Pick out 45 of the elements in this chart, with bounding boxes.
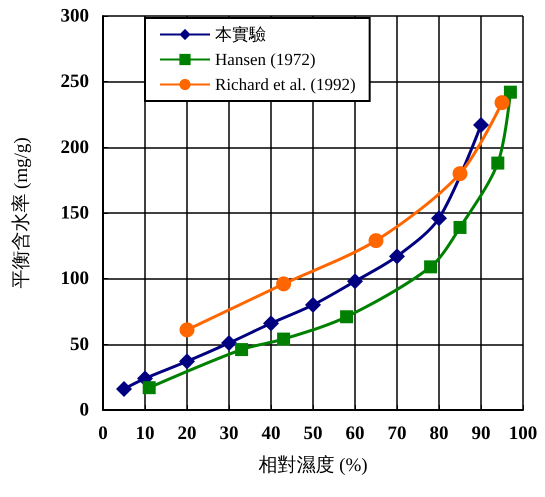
point — [494, 95, 510, 110]
y-tick-label: 250 — [60, 71, 89, 92]
y-tick-label: 0 — [80, 400, 89, 420]
point — [277, 332, 290, 346]
legend-label: 本實驗 — [215, 25, 266, 44]
point — [235, 343, 248, 356]
point — [504, 86, 517, 99]
y-tick-label: 300 — [60, 6, 89, 26]
x-tick-label: 30 — [220, 423, 238, 444]
point — [179, 353, 195, 370]
y-tick-label: 150 — [60, 202, 89, 224]
y-tick-label: 50 — [70, 334, 89, 355]
x-tick-label: 90 — [472, 423, 490, 444]
x-axis-title: 相對濕度 (%) — [258, 454, 368, 476]
point — [263, 315, 279, 332]
point — [424, 260, 438, 274]
point — [142, 381, 156, 394]
y-axis-title: 平衡含水率 (mg/g) — [10, 137, 32, 289]
point — [276, 276, 292, 292]
point — [221, 335, 237, 352]
legend-label: Hansen (1972) — [215, 50, 316, 69]
x-tick-label: 70 — [388, 423, 406, 444]
point — [491, 156, 504, 170]
x-tick-label: 0 — [98, 423, 108, 444]
legend-label: Richard et al. (1992) — [215, 75, 356, 94]
x-tick-label: 50 — [304, 423, 322, 444]
point — [454, 220, 466, 234]
point — [305, 296, 321, 313]
point — [389, 248, 405, 264]
point — [473, 117, 489, 134]
x-tick-label: 20 — [178, 423, 196, 444]
point — [347, 273, 363, 290]
point — [452, 166, 468, 182]
y-tick-label: 100 — [60, 268, 89, 290]
x-tick-label: 100 — [508, 423, 538, 444]
x-tick-label: 10 — [136, 423, 154, 444]
point — [340, 310, 354, 324]
x-tick-label: 80 — [430, 423, 448, 444]
x-tick-label: 40 — [262, 423, 280, 444]
y-tick-label: 200 — [60, 136, 89, 158]
point — [431, 210, 447, 226]
point — [368, 233, 384, 248]
point — [116, 380, 132, 397]
x-tick-label: 60 — [346, 423, 364, 444]
point — [180, 322, 194, 338]
